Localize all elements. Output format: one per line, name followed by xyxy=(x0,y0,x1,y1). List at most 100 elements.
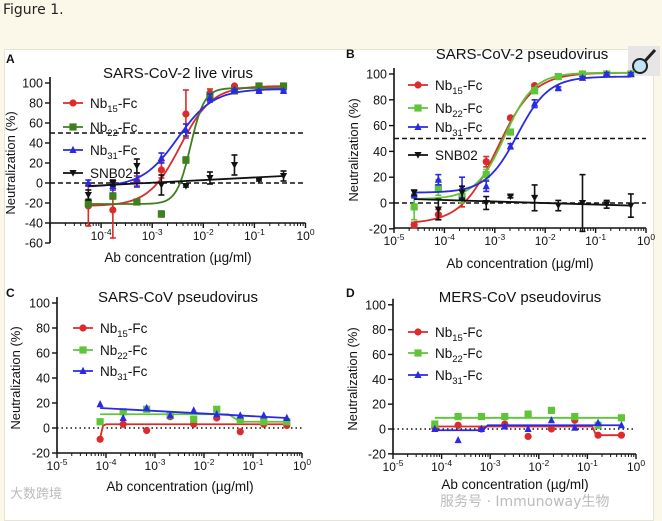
marker-triangle-down xyxy=(206,175,214,182)
y-tick-label: 40 xyxy=(372,373,386,387)
marker-triangle xyxy=(260,411,268,419)
marker-square xyxy=(410,203,418,211)
legend-label: Nb31-Fc xyxy=(435,368,483,387)
series-nb31-fc xyxy=(431,416,626,444)
legend-label: Nb15-Fc xyxy=(435,325,483,344)
y-axis-label-b: Neutralization (%) xyxy=(346,98,361,201)
series-nb31-fc xyxy=(96,400,291,421)
marker-square xyxy=(554,72,562,81)
y-tick-label: -20 xyxy=(368,447,386,461)
figure-caption: Figure 1. xyxy=(3,2,64,18)
marker-square xyxy=(414,104,422,112)
marker-triangle-down xyxy=(414,152,422,159)
figure-card xyxy=(4,49,654,521)
legend-item-nb31-fc: Nb31-Fc xyxy=(408,368,483,387)
marker-square xyxy=(79,346,87,354)
legend-item-snb02: SNB02 xyxy=(63,166,133,181)
chart-title-c: SARS-CoV pseudovirus xyxy=(98,289,258,306)
legend-item-snb02: SNB02 xyxy=(408,148,478,163)
x-tick-label: 10-4 xyxy=(431,458,452,474)
marker-triangle xyxy=(79,366,87,374)
marker-square xyxy=(119,408,127,416)
y-tick-label: 80 xyxy=(373,93,387,107)
legend-item-nb22-fc: Nb22-Fc xyxy=(73,343,148,362)
marker-square xyxy=(109,192,117,200)
marker-triangle xyxy=(182,125,190,133)
legend-item-nb15-fc: Nb15-Fc xyxy=(63,96,138,115)
y-tick-label: -40 xyxy=(25,217,43,231)
marker-triangle-down xyxy=(554,202,562,210)
y-tick-label: 60 xyxy=(373,119,387,133)
marker-circle xyxy=(69,99,77,107)
marker-triangle xyxy=(603,69,611,77)
marker-circle xyxy=(454,421,462,429)
marker-circle xyxy=(482,158,490,166)
marker-circle xyxy=(109,206,117,214)
x-tick-label: 10-1 xyxy=(243,457,264,473)
marker-triangle xyxy=(506,142,515,150)
x-tick-label: 10-1 xyxy=(577,458,598,474)
marker-triangle-down xyxy=(458,189,466,197)
marker-triangle xyxy=(236,411,244,419)
marker-triangle xyxy=(206,93,214,101)
y-axis-label-c: Neutralization (%) xyxy=(8,326,23,429)
watermark-left: 大数跨境 xyxy=(10,487,62,502)
legend-label: SNB02 xyxy=(435,148,478,163)
marker-triangle xyxy=(230,85,239,93)
panel-letter-d: D xyxy=(346,286,355,300)
marker-triangle-down xyxy=(482,200,490,207)
marker-square xyxy=(236,416,244,425)
marker-triangle xyxy=(578,73,587,81)
marker-triangle xyxy=(594,418,602,426)
marker-circle xyxy=(594,431,602,439)
marker-triangle xyxy=(431,424,439,432)
marker-circle xyxy=(414,81,422,89)
legend-label: SNB02 xyxy=(90,166,133,181)
legend-item-nb31-fc: Nb31-Fc xyxy=(63,143,138,162)
marker-triangle-down xyxy=(182,183,190,190)
x-tick-label: 10-3 xyxy=(142,227,163,243)
marker-triangle xyxy=(454,435,462,444)
marker-square xyxy=(531,87,539,95)
y-tick-label: 40 xyxy=(29,137,43,151)
marker-triangle xyxy=(143,403,151,411)
series-nb31-fc xyxy=(84,85,288,191)
marker-square xyxy=(617,414,626,422)
marker-circle xyxy=(547,425,556,433)
marker-triangle xyxy=(69,145,77,153)
marker-triangle-down xyxy=(255,177,263,184)
marker-triangle xyxy=(213,410,221,418)
x-tick-label: 100 xyxy=(627,458,645,474)
marker-circle xyxy=(79,324,87,332)
marker-circle xyxy=(617,431,626,439)
marker-triangle xyxy=(283,413,291,421)
marker-square xyxy=(414,349,422,357)
magnifier-icon[interactable] xyxy=(628,46,660,76)
marker-triangle-down xyxy=(279,173,288,180)
x-tick-label: 10-1 xyxy=(585,232,606,248)
marker-square xyxy=(190,415,198,423)
y-tick-label: 40 xyxy=(36,372,50,386)
legend-label: Nb31-Fc xyxy=(100,364,148,383)
series-snb02 xyxy=(410,173,635,233)
marker-triangle xyxy=(547,416,556,424)
x-tick-label: 10-3 xyxy=(480,458,501,474)
marker-circle xyxy=(143,426,151,435)
marker-triangle xyxy=(434,175,442,183)
marker-triangle-down xyxy=(133,163,141,170)
marker-square xyxy=(84,199,92,207)
marker-circle xyxy=(157,166,165,174)
marker-square xyxy=(182,156,190,164)
y-tick-label: 20 xyxy=(29,157,43,171)
y-axis-label-d: Neutralization (%) xyxy=(345,327,360,430)
fit-curve xyxy=(434,425,622,437)
y-tick-label: 0 xyxy=(36,177,43,191)
legend-label: Nb31-Fc xyxy=(90,143,138,162)
marker-triangle xyxy=(571,423,579,431)
marker-triangle xyxy=(119,413,127,421)
chart-title-d: MERS-CoV pseudovirus xyxy=(439,289,602,306)
chart-panel-d: -20 0 20 40 60 80 100 10-5 10-4 10-3 10-2 10-1 100 Nb… xyxy=(365,298,645,474)
marker-triangle xyxy=(96,400,104,408)
marker-square xyxy=(501,412,509,421)
marker-circle xyxy=(524,432,532,441)
